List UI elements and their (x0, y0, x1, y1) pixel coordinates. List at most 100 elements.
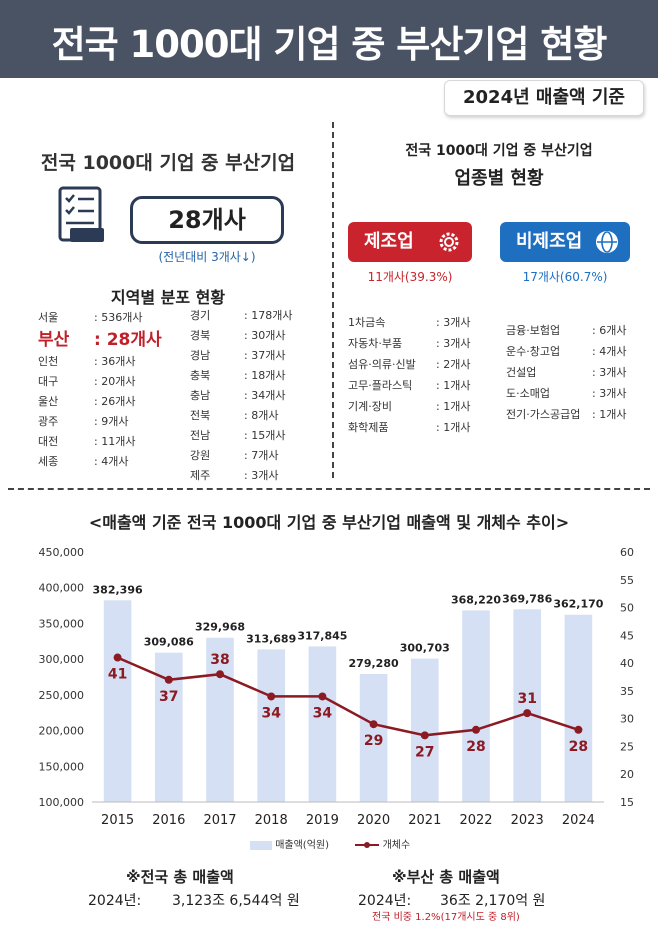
globe-icon (594, 229, 620, 270)
industry-name: 자동차·부품 (348, 337, 403, 350)
revenue-bar (206, 637, 234, 802)
industry-name: 기계·장비 (348, 400, 392, 413)
industry-value: : 4개사 (592, 345, 627, 358)
company-count-point (164, 675, 173, 684)
y-left-tick-label: 300,000 (39, 653, 85, 666)
non-manufacturing-list: 금융·보험업 운수·창고업 건설업 도·소매업 전기·가스공급업 (506, 320, 580, 425)
region-value: : 18개사 (244, 369, 286, 382)
industry-value: : 1개사 (436, 379, 471, 392)
revenue-data-label: 309,086 (144, 636, 194, 649)
y-right-tick-label: 30 (620, 713, 634, 726)
x-tick-label: 2015 (101, 813, 134, 828)
company-count-point (113, 653, 122, 662)
region-value: : 4개사 (94, 455, 129, 468)
industry-name: 1차금속 (348, 316, 386, 329)
industry-name: 고무·플라스틱 (348, 379, 413, 392)
non-manufacturing-values: : 6개사 : 4개사 : 3개사 : 3개사 : 1개사 (592, 320, 626, 425)
chart-title: <매출액 기준 전국 1000대 기업 중 부산기업 매출액 및 개체수 추이> (88, 513, 570, 532)
revenue-data-label: 300,703 (400, 642, 450, 655)
y-left-tick-label: 150,000 (39, 760, 85, 773)
revenue-bar (257, 649, 286, 802)
company-count-data-label: 34 (313, 705, 333, 721)
busan-total-value: 36조 2,170억 원 (440, 893, 546, 909)
region-value: : 178개사 (244, 309, 293, 322)
y-right-tick-label: 55 (620, 574, 634, 587)
region-value: : 8개사 (244, 409, 279, 422)
revenue-bar (462, 610, 490, 802)
industry-value: : 3개사 (592, 366, 627, 379)
region-name: 충북 (190, 369, 211, 382)
y-left-tick-label: 350,000 (39, 617, 85, 630)
horizontal-divider (8, 488, 650, 490)
company-count-data-label: 41 (108, 667, 127, 683)
region-value: : 11개사 (94, 435, 136, 448)
region-value: : 20개사 (94, 375, 136, 388)
region-name: 울산 (38, 395, 59, 408)
region-value: : 37개사 (244, 349, 286, 362)
y-right-tick-label: 50 (620, 602, 634, 615)
revenue-bar (103, 600, 132, 802)
industry-value: : 3개사 (436, 316, 471, 329)
revenue-data-label: 329,968 (195, 621, 245, 634)
x-tick-label: 2021 (408, 813, 441, 828)
left-panel-title: 전국 1000대 기업 중 부산기업 (40, 152, 296, 174)
x-tick-label: 2024 (562, 813, 595, 828)
chart-legend: 매출액(억원) 개체수 (250, 836, 410, 851)
y-right-tick-label: 20 (620, 768, 634, 781)
region-value: : 15개사 (244, 429, 286, 442)
region-name: 제주 (190, 469, 211, 482)
region-value: : 9개사 (94, 415, 129, 428)
region-name: 경기 (190, 309, 211, 322)
national-total-year: 2024년: (88, 893, 142, 909)
region-values-col1: : 536개사 : 28개사 : 36개사 : 20개사 : 26개사 : 9개… (94, 308, 162, 472)
yoy-change: (전년대비 3개사↓) (158, 250, 256, 264)
industry-value: : 6개사 (592, 324, 627, 337)
region-value: : 26개사 (94, 395, 136, 408)
region-name: 경남 (190, 349, 211, 362)
vertical-divider (332, 122, 334, 478)
company-count-point (574, 725, 583, 734)
busan-total-year: 2024년: (358, 893, 412, 909)
industry-name: 화학제품 (348, 421, 389, 434)
industry-name: 전기·가스공급업 (506, 408, 581, 421)
region-name: 대전 (38, 435, 59, 448)
region-name: 경북 (190, 329, 211, 342)
region-name: 강원 (190, 449, 211, 462)
revenue-data-label: 369,786 (502, 592, 552, 605)
revenue-data-label: 382,396 (93, 583, 143, 596)
industry-name: 건설업 (506, 366, 537, 379)
region-value-busan: : 28개사 (94, 330, 162, 350)
company-count-data-label: 28 (569, 739, 588, 755)
revenue-data-label: 317,845 (297, 629, 347, 642)
x-tick-label: 2023 (511, 813, 544, 828)
x-tick-label: 2016 (152, 813, 185, 828)
company-count-data-label: 37 (159, 689, 178, 705)
x-tick-label: 2017 (203, 813, 236, 828)
region-value: : 536개사 (94, 311, 143, 324)
non-manufacturing-pct: 17개사(60.7%) (522, 270, 608, 284)
industry-value: : 2개사 (436, 358, 471, 371)
industry-name: 도·소매업 (506, 387, 550, 400)
company-count-line (117, 656, 579, 737)
region-value: : 30개사 (244, 329, 286, 342)
revenue-bar (513, 609, 542, 802)
legend-line-swatch (355, 842, 380, 848)
company-count-point (318, 692, 327, 701)
industry-value: : 3개사 (592, 387, 627, 400)
national-total-title: ※전국 총 매출액 (126, 868, 234, 886)
y-right-tick-label: 25 (620, 740, 634, 753)
revenue-data-label: 279,280 (349, 657, 399, 670)
region-name: 전북 (190, 409, 211, 422)
company-count-data-label: 38 (210, 652, 229, 668)
company-count-data-label: 28 (466, 739, 485, 755)
document-checklist-icon (58, 186, 106, 248)
revenue-data-label: 362,170 (553, 598, 603, 611)
national-total-value: 3,123조 6,544억 원 (172, 893, 300, 909)
region-name: 인천 (38, 355, 59, 368)
company-count-data-label: 29 (364, 733, 383, 749)
industry-name: 섬유·의류·신발 (348, 358, 416, 371)
y-left-tick-label: 450,000 (39, 546, 85, 559)
legend-line-label: 개체수 (382, 840, 411, 851)
company-count-point (369, 720, 378, 729)
region-name: 광주 (38, 415, 59, 428)
